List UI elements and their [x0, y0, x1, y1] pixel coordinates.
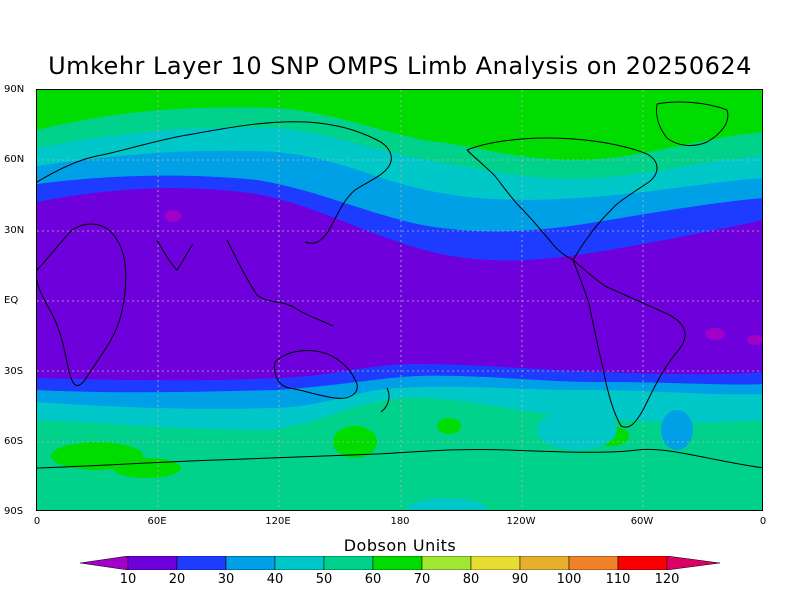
ozone-min-blob-atlantic	[705, 328, 725, 340]
colorbar-tick-70: 70	[413, 572, 431, 587]
graticule	[37, 90, 762, 510]
lat-label-30n: 30N	[4, 225, 25, 236]
lon-label-180: 180	[390, 516, 410, 527]
coast-south-america	[572, 259, 686, 428]
colorbar-right-arrow	[666, 556, 720, 570]
coast-india	[156, 239, 194, 271]
lon-label-60e: 60E	[147, 516, 167, 527]
coast-se-asia	[226, 239, 334, 327]
colorbar-tick-50: 50	[315, 572, 333, 587]
colorbar-tick-10: 10	[119, 572, 137, 587]
colorbar-tick-60: 60	[364, 572, 382, 587]
colorbar-bin-20-30	[176, 556, 227, 570]
colorbar-bin-90-100	[519, 556, 570, 570]
band-70-blob-antarctic-2	[113, 458, 181, 478]
colorbar-tick-120: 120	[654, 572, 680, 587]
colorbar-bin-80-90	[470, 556, 521, 570]
band-70-blob-pacific	[333, 426, 377, 458]
lat-label-30s: 30S	[4, 366, 24, 377]
colorbar-tick-100: 100	[556, 572, 582, 587]
coast-greenland	[656, 101, 729, 146]
colorbar-bin-40-50	[274, 556, 325, 570]
colorbar-bin-50-60	[323, 556, 374, 570]
colorbar-bin-60-70	[372, 556, 423, 570]
lat-label-90n: 90N	[4, 84, 25, 95]
ozone-contour-svg	[37, 90, 762, 510]
colorbar-tick-80: 80	[462, 572, 480, 587]
colorbar-tick-20: 20	[168, 572, 186, 587]
ozone-min-blob-asia	[165, 210, 181, 222]
lon-label-0-left: 0	[33, 516, 41, 527]
colorbar-left-arrow	[80, 556, 129, 570]
lon-label-120e: 120E	[265, 516, 291, 527]
coast-new-zealand	[380, 387, 390, 413]
colorbar-tick-110: 110	[605, 572, 631, 587]
coast-eurasia	[37, 121, 392, 244]
band-20-tropics	[37, 188, 762, 381]
lat-label-eq: EQ	[4, 295, 19, 306]
colorbar-tick-90: 90	[511, 572, 529, 587]
colorbar-tick-30: 30	[217, 572, 235, 587]
coast-north-america	[466, 137, 658, 261]
band-70-blob-small	[437, 418, 461, 434]
band-40-patch-south-atlantic	[661, 410, 693, 450]
coast-antarctica	[37, 448, 762, 469]
ozone-map	[36, 89, 763, 511]
lat-label-60s: 60S	[4, 436, 24, 447]
colorbar	[80, 556, 720, 570]
map-title: Umkehr Layer 10 SNP OMPS Limb Analysis o…	[48, 52, 752, 80]
lon-label-120w: 120W	[506, 516, 536, 527]
lon-label-60w: 60W	[630, 516, 654, 527]
lat-label-60n: 60N	[4, 154, 25, 165]
colorbar-bin-70-80	[421, 556, 472, 570]
coast-australia	[274, 349, 358, 399]
lat-label-90s: 90S	[4, 506, 24, 517]
lon-label-0-right: 0	[759, 516, 767, 527]
ozone-min-blob-east	[747, 335, 762, 345]
colorbar-bin-30-40	[225, 556, 276, 570]
band-50-patch-south-pacific	[537, 410, 617, 450]
colorbar-bin-10-20	[127, 556, 178, 570]
coast-africa	[37, 223, 127, 387]
colorbar-tick-40: 40	[266, 572, 284, 587]
colorbar-bin-110-120	[617, 556, 668, 570]
colorbar-bin-100-110	[568, 556, 619, 570]
colorbar-title: Dobson Units	[343, 536, 457, 555]
band-50-patch-antarctic	[407, 498, 487, 510]
coastlines	[37, 101, 762, 469]
